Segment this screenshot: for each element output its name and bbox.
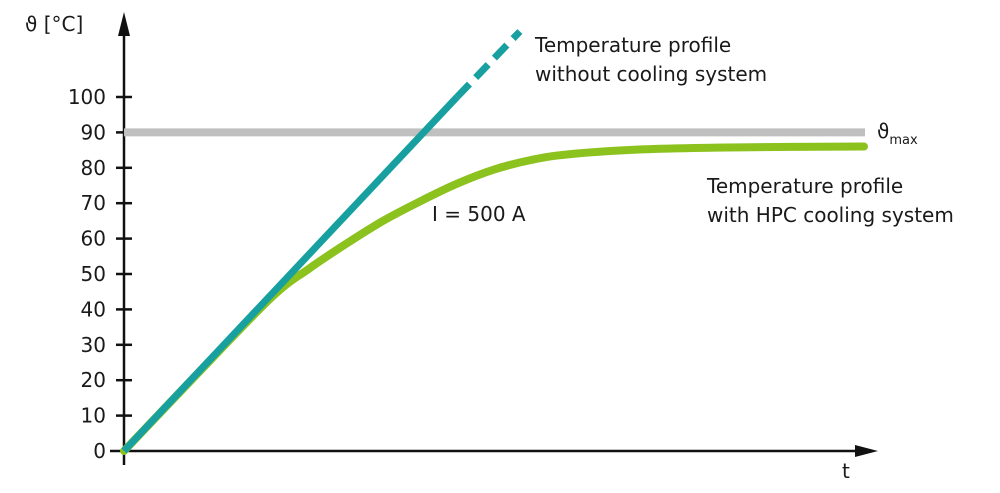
legend-with-cooling-line2: with HPC cooling system [707, 203, 954, 227]
y-tick-label: 50 [81, 262, 106, 286]
legend-without-cooling-line2: without cooling system [535, 62, 767, 86]
current-annotation: I = 500 A [432, 202, 526, 226]
y-tick-label: 100 [68, 85, 106, 109]
series-without-cooling-dashed [454, 29, 523, 100]
y-tick-label: 20 [81, 368, 106, 392]
y-tick-label: 90 [81, 120, 106, 144]
x-axis-label: t [842, 459, 850, 483]
legend-with-cooling-line1: Temperature profile [706, 174, 903, 198]
y-tick-label: 70 [81, 191, 106, 215]
legend-without-cooling-line1: Temperature profile [534, 33, 731, 57]
y-axis-arrow-icon [118, 12, 130, 36]
x-axis-arrow-icon [855, 445, 878, 457]
axes [110, 12, 878, 465]
series-without-cooling-line [121, 94, 460, 454]
y-tick-label: 60 [81, 227, 106, 251]
y-tick-label: 0 [93, 439, 106, 463]
y-tick-label: 10 [81, 404, 106, 428]
y-axis-label: ϑ [°C] [25, 12, 83, 36]
y-tick-label: 40 [81, 297, 106, 321]
y-ticks: 0 10 20 30 40 50 60 70 80 90 100 [68, 85, 132, 463]
y-tick-label: 80 [81, 156, 106, 180]
y-tick-label: 30 [81, 333, 106, 357]
threshold-label: ϑmax [877, 119, 918, 148]
